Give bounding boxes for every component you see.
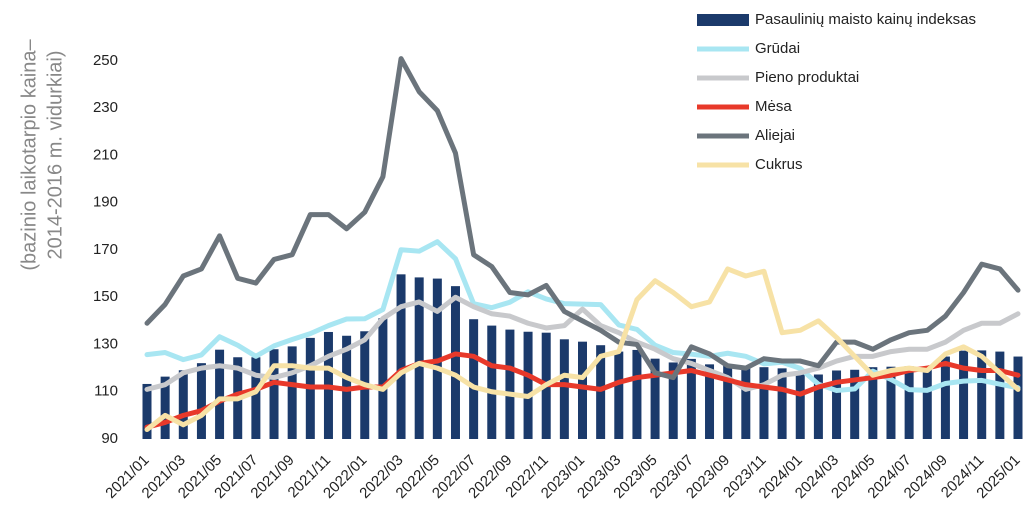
y-tick-label: 190	[93, 194, 118, 211]
y-axis-label: 2014-2016 m. vidurkiai)	[44, 51, 66, 260]
legend-label: Grūdai	[755, 40, 800, 57]
bar	[251, 357, 261, 439]
bar	[505, 329, 515, 439]
bar	[469, 319, 479, 439]
y-tick-label: 90	[101, 430, 118, 447]
bar	[741, 366, 751, 439]
bar	[178, 370, 188, 439]
legend-label: Mėsa	[755, 98, 792, 115]
bar	[287, 346, 297, 439]
bar	[578, 341, 587, 439]
bar	[196, 363, 206, 439]
bar	[995, 351, 1005, 439]
bar	[795, 372, 805, 439]
y-tick-label: 110	[94, 383, 118, 400]
line	[144, 266, 1021, 433]
line	[144, 56, 1021, 381]
bar	[813, 374, 823, 439]
line	[144, 239, 1021, 394]
legend-label: Aliejai	[755, 127, 795, 144]
bar	[977, 350, 987, 439]
bar	[650, 358, 660, 439]
bar	[759, 367, 769, 439]
bar	[523, 331, 533, 439]
legend-label: Pasaulinių maisto kainų indeksas	[755, 11, 976, 28]
bar	[215, 349, 225, 439]
bar	[686, 358, 696, 439]
bar	[668, 362, 678, 439]
bar	[904, 366, 914, 439]
bar	[378, 318, 388, 439]
bar	[922, 366, 932, 439]
bar	[1013, 356, 1023, 439]
legend-label: Pieno produktai	[755, 69, 859, 86]
bar	[414, 277, 424, 439]
y-tick-label: 150	[93, 288, 118, 305]
bar	[886, 366, 896, 439]
legend-swatch	[697, 14, 749, 26]
bar	[559, 339, 569, 439]
bar	[450, 286, 460, 439]
bar	[269, 349, 279, 439]
bar	[614, 351, 624, 439]
bar	[832, 370, 842, 439]
bar	[596, 345, 606, 439]
y-tick-label: 250	[93, 52, 118, 69]
bar	[777, 368, 787, 439]
y-tick-label: 170	[93, 241, 118, 258]
bar	[959, 350, 969, 439]
y-axis-label: (bazinio laikotarpio kaina–	[18, 38, 40, 270]
bar	[705, 364, 715, 439]
bar	[850, 369, 860, 439]
bar	[160, 376, 170, 439]
bar	[868, 367, 878, 439]
bar	[396, 274, 406, 439]
bar	[723, 364, 733, 439]
y-tick-label: 230	[93, 99, 118, 116]
y-tick-label: 210	[93, 146, 118, 163]
bar	[142, 383, 152, 439]
bar	[632, 349, 642, 439]
bar	[487, 325, 497, 439]
bar	[940, 356, 950, 439]
y-tick-label: 130	[93, 335, 118, 352]
line	[144, 294, 1021, 392]
legend-label: Cukrus	[755, 156, 803, 173]
